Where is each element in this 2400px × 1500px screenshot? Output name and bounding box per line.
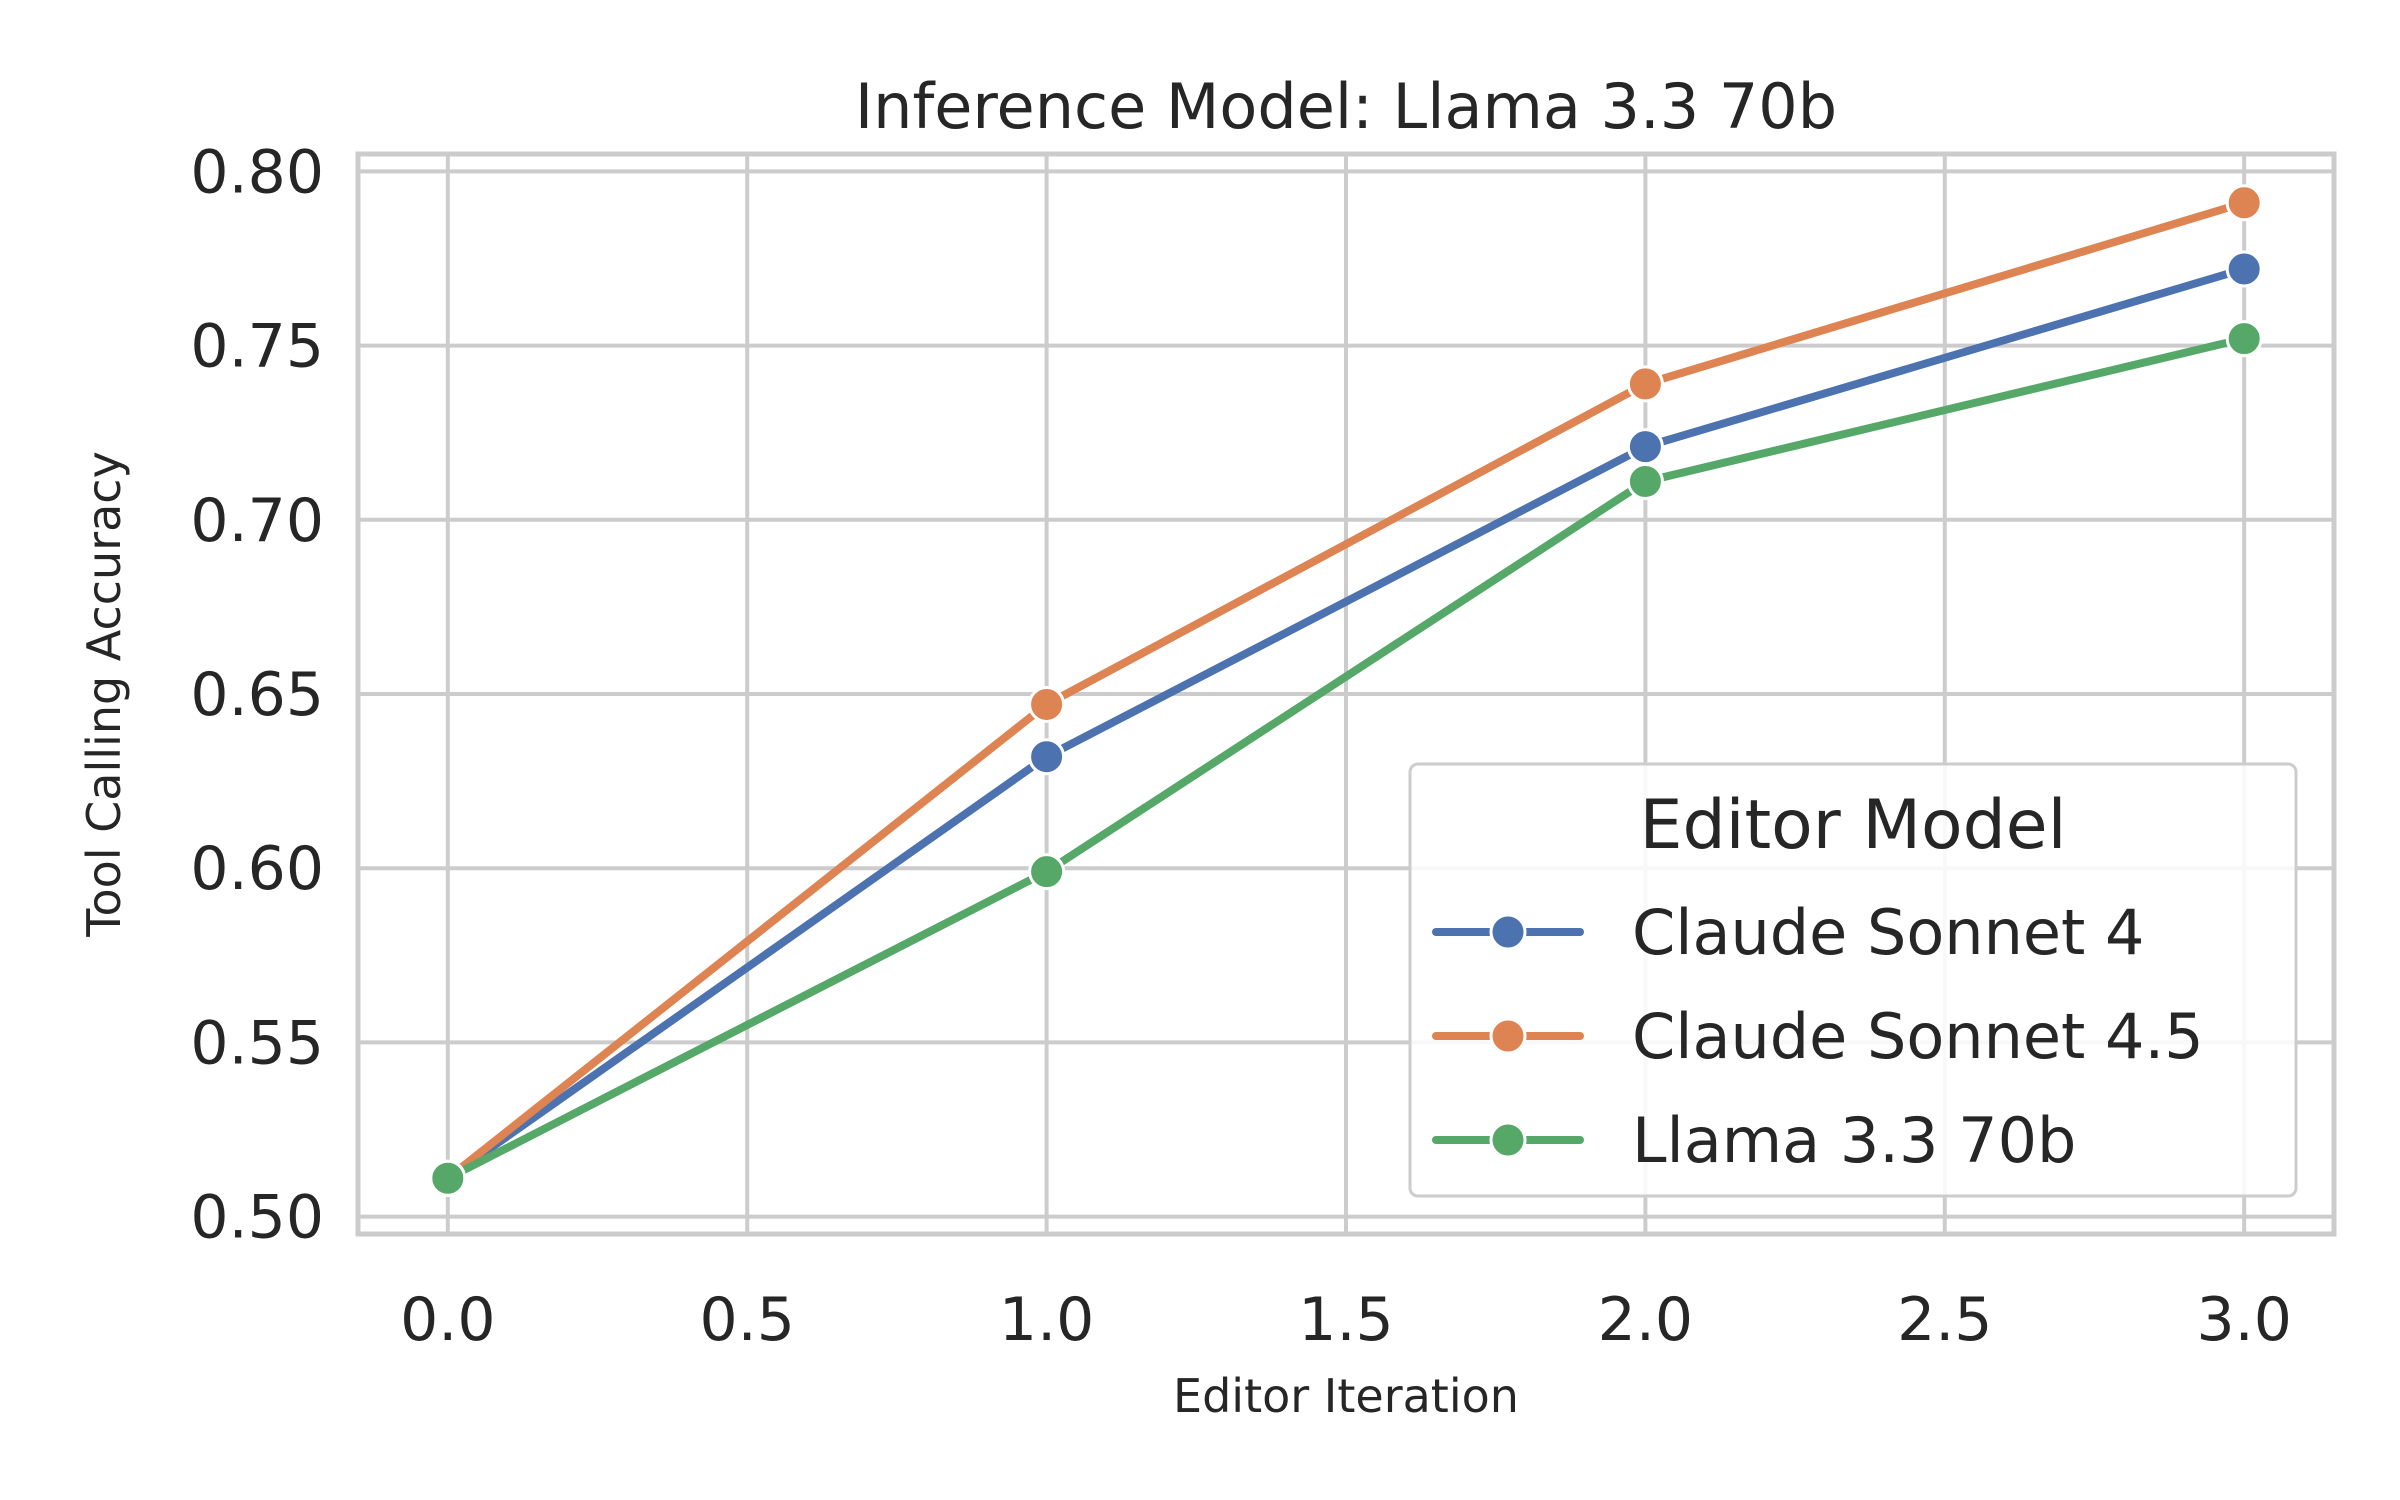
data-point (1028, 685, 1066, 723)
data-point (1626, 428, 1664, 466)
legend-items: Claude Sonnet 4 Claude Sonnet 4.5 Llama 3.… (1432, 896, 2204, 1177)
x-tick-label: 0.0 (400, 1285, 495, 1355)
x-axis-label: Editor Iteration (1173, 1369, 1519, 1423)
series-line (443, 264, 2249, 1183)
legend-marker (1489, 1017, 1527, 1055)
x-tick-labels: 0.0 0.5 1.0 1.5 2.0 2.5 3.0 (400, 1285, 2292, 1355)
y-tick-label: 0.70 (190, 486, 324, 556)
legend-item: Claude Sonnet 4 (1432, 896, 2145, 969)
legend-item: Llama 3.3 70b (1432, 1104, 2076, 1177)
data-point (429, 1159, 467, 1197)
y-tick-label: 0.75 (190, 312, 324, 382)
data-point (2225, 184, 2263, 222)
x-tick-label: 3.0 (2196, 1285, 2291, 1355)
x-tick-label: 2.0 (1598, 1285, 1693, 1355)
x-tick-label: 2.5 (1897, 1285, 1992, 1355)
data-point (2225, 320, 2263, 358)
y-tick-label: 0.80 (190, 137, 324, 207)
y-tick-label: 0.50 (190, 1183, 324, 1253)
y-tick-label: 0.65 (190, 660, 324, 730)
x-tick-label: 1.5 (1298, 1285, 1393, 1355)
x-tick-label: 1.0 (999, 1285, 1094, 1355)
series-llama-3-3-70b (429, 320, 2263, 1197)
legend-label: Claude Sonnet 4.5 (1632, 1000, 2204, 1073)
y-tick-label: 0.55 (190, 1008, 324, 1078)
y-tick-label: 0.60 (190, 834, 324, 904)
series-line (443, 334, 2249, 1183)
x-tick-label: 0.5 (700, 1285, 795, 1355)
y-axis-label: Tool Calling Accuracy (77, 451, 131, 938)
data-point (1626, 365, 1664, 403)
data-point (2225, 250, 2263, 288)
legend-title: Editor Model (1639, 786, 2066, 865)
legend-label: Claude Sonnet 4 (1632, 896, 2145, 969)
series-layer (429, 184, 2263, 1197)
legend-marker (1489, 913, 1527, 951)
data-point (1028, 738, 1066, 776)
data-point (1028, 853, 1066, 891)
legend-label: Llama 3.3 70b (1632, 1104, 2076, 1177)
chart-title: Inference Model: Llama 3.3 70b (855, 70, 1837, 143)
legend-box (1408, 762, 2298, 1198)
series-line (443, 198, 2249, 1183)
y-tick-labels: 0.50 0.55 0.60 0.65 0.70 0.75 0.80 (190, 137, 324, 1252)
legend-item: Claude Sonnet 4.5 (1432, 1000, 2204, 1073)
legend-marker (1489, 1121, 1527, 1159)
data-point (1626, 462, 1664, 500)
